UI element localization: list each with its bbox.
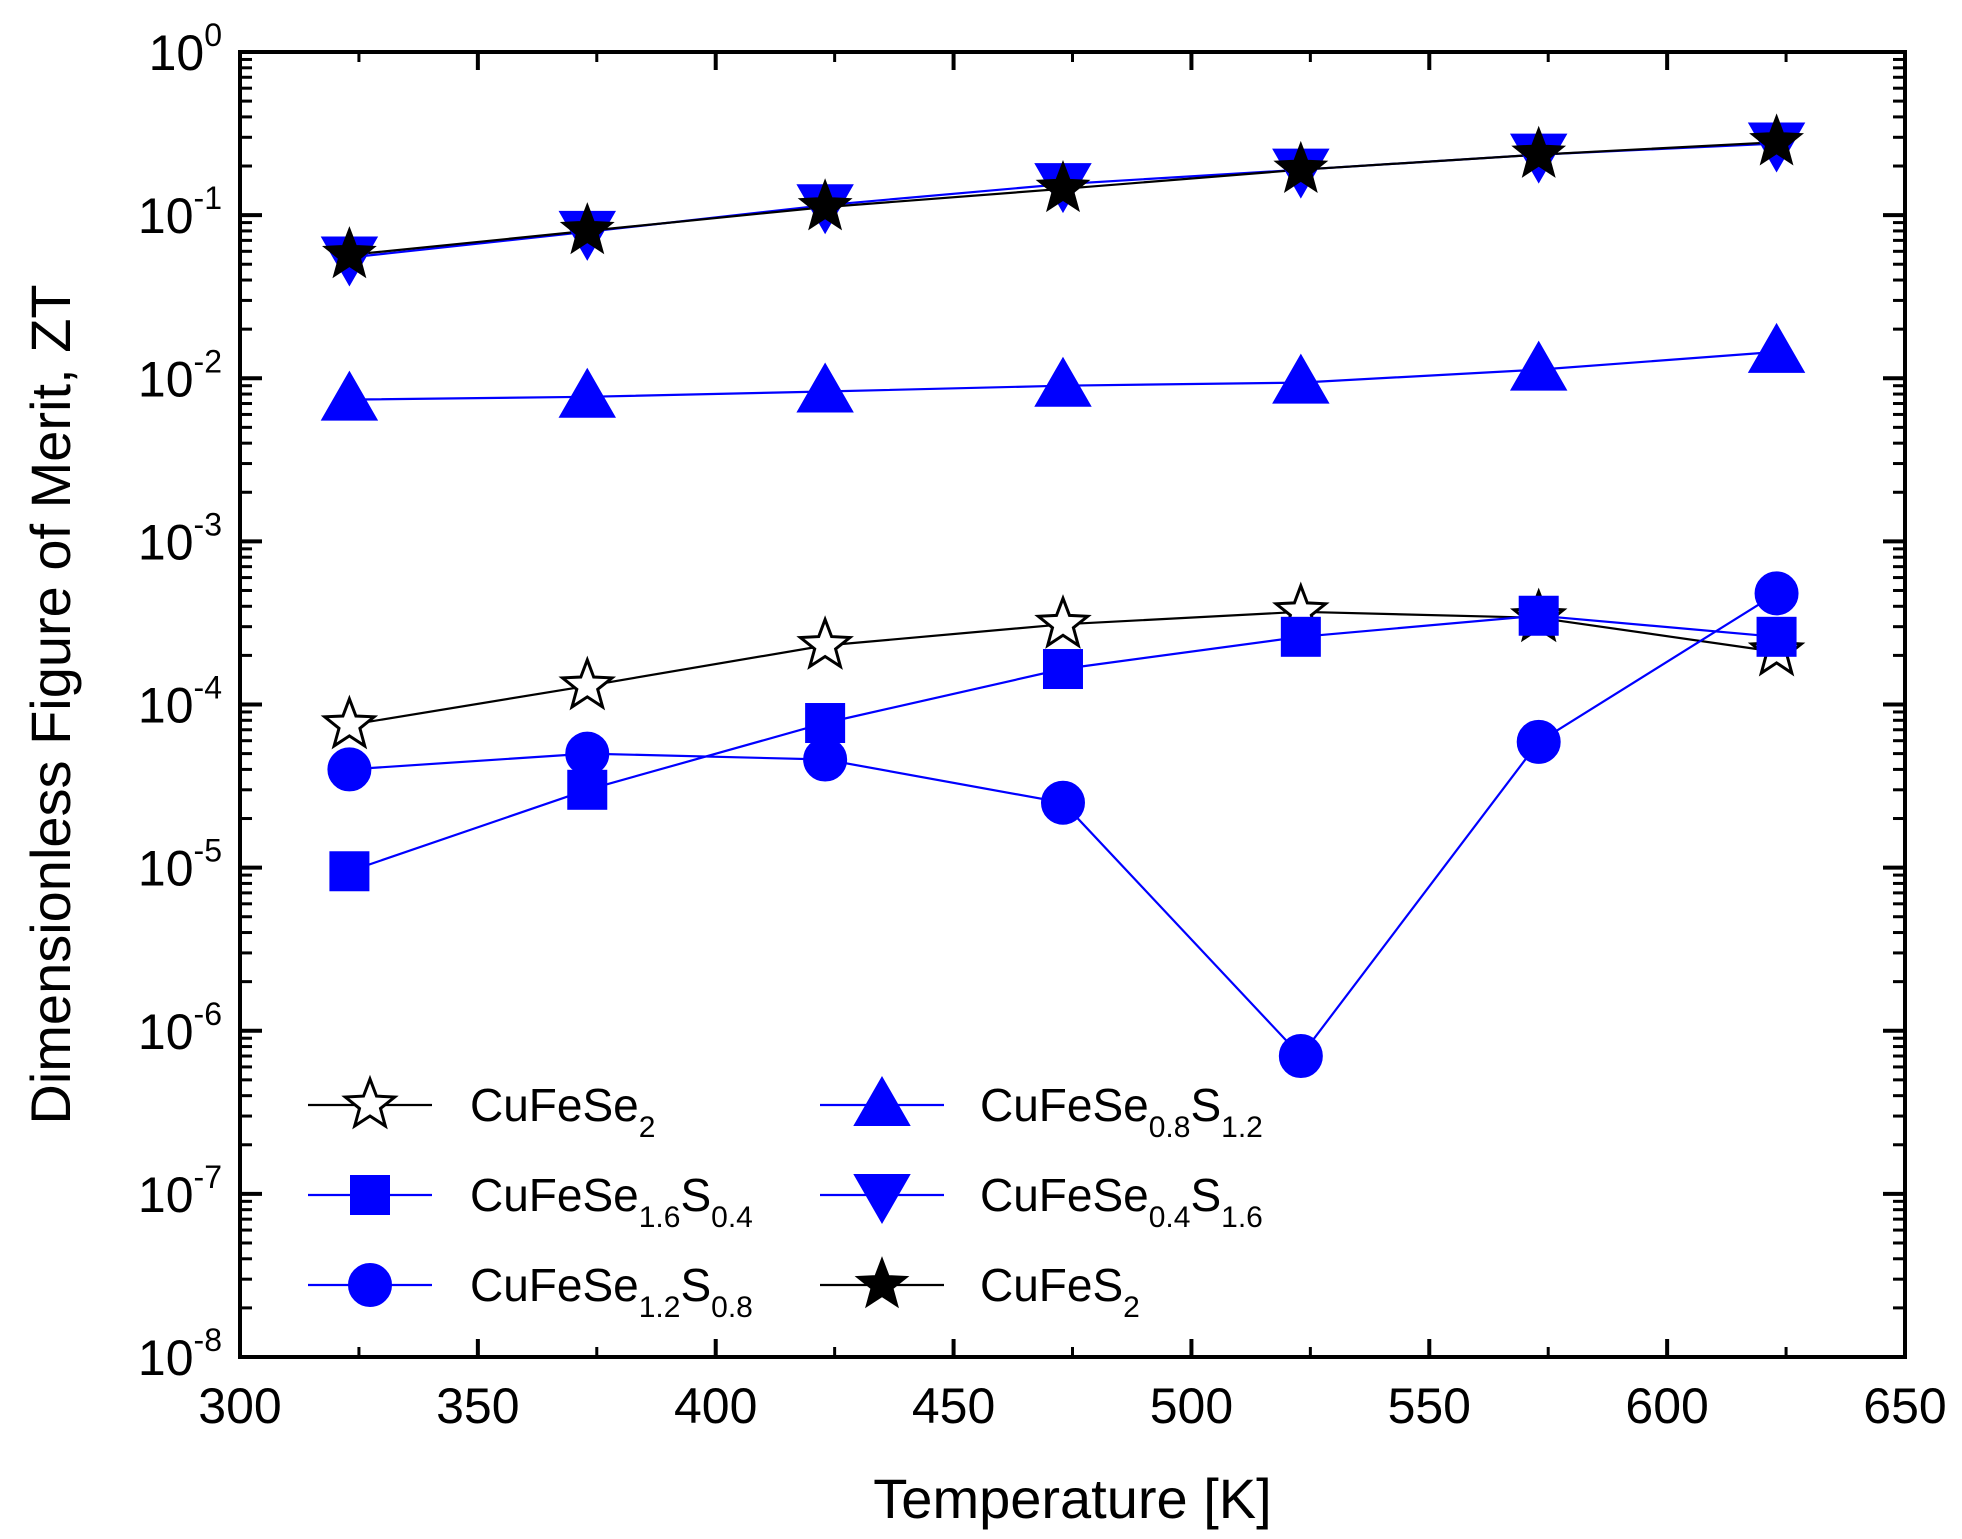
y-tick-label: 10-8 (138, 1322, 222, 1386)
x-axis-title: Temperature [K] (873, 1467, 1271, 1530)
x-tick-label: 350 (436, 1378, 519, 1434)
star-filled-marker (797, 178, 853, 231)
square-marker (567, 769, 608, 810)
circle-marker (1754, 571, 1799, 616)
star-open-marker (796, 615, 854, 670)
legend-item-CuFeS2: CuFeS2 (820, 1256, 1140, 1324)
legend-item-CuFeSe0.8S1.2: CuFeSe0.8S1.2 (820, 1075, 1263, 1144)
legend-label: CuFeSe1.6S0.4 (470, 1169, 753, 1234)
legend-label: CuFeS2 (980, 1259, 1140, 1324)
y-tick-label: 10-1 (138, 180, 222, 244)
star-open-marker (320, 694, 379, 750)
y-tick-label: 10-3 (138, 506, 222, 570)
triangle-up-marker (1034, 356, 1092, 407)
star-filled-marker (322, 226, 377, 279)
legend-label: CuFeSe0.4S1.6 (980, 1169, 1263, 1234)
square-marker (1042, 649, 1083, 690)
legend-label: CuFeSe2 (470, 1079, 655, 1144)
circle-marker (803, 737, 848, 782)
x-tick-label: 600 (1625, 1378, 1708, 1434)
circle-marker (327, 747, 372, 792)
star-filled-marker (854, 1256, 910, 1309)
square-marker (329, 851, 370, 892)
square-marker (805, 703, 846, 744)
star-open-marker (558, 655, 617, 711)
star-filled-marker (1749, 113, 1804, 166)
star-filled-marker (559, 202, 615, 255)
legend-item-CuFeSe1.6S0.4: CuFeSe1.6S0.4 (308, 1169, 753, 1234)
triangle-up-marker (1272, 353, 1330, 404)
star-filled-marker (1511, 125, 1567, 178)
legend-item-CuFeSe0.4S1.6: CuFeSe0.4S1.6 (820, 1169, 1263, 1234)
series-markers (320, 113, 1806, 1079)
square-marker (1518, 595, 1559, 636)
circle-marker (1516, 719, 1561, 764)
y-axis-title: Dimensionless Figure of Merit, ZT (19, 284, 82, 1124)
circle-marker (1278, 1034, 1323, 1079)
legend-label: CuFeSe1.2S0.8 (470, 1259, 753, 1324)
legend-label: CuFeSe0.8S1.2 (980, 1079, 1263, 1144)
triangle-up-marker (1747, 322, 1806, 373)
x-tick-label: 400 (674, 1378, 757, 1434)
y-tick-label: 10-6 (138, 996, 222, 1060)
x-tick-label: 450 (912, 1378, 995, 1434)
axes: 300 350 400 450 500 550 600 650 100 10-1 10-2 10-3 1… (138, 17, 1947, 1434)
triangle-up-marker (320, 370, 379, 421)
y-tick-label: 10-4 (138, 670, 222, 734)
y-tick-label: 10-5 (138, 833, 222, 897)
circle-marker (565, 731, 610, 776)
legend-item-CuFeSe2: CuFeSe2 (308, 1074, 655, 1144)
legend-item-CuFeSe1.2S0.8: CuFeSe1.2S0.8 (308, 1259, 753, 1324)
x-tick-label: 500 (1150, 1378, 1233, 1434)
y-tick-label: 10-7 (138, 1159, 222, 1223)
circle-marker (348, 1263, 392, 1307)
star-filled-marker (1273, 140, 1329, 193)
square-marker (1756, 616, 1797, 657)
triangle-up-marker (558, 367, 616, 418)
legend: CuFeSe2 CuFeSe1.6S0.4 CuFeSe1.2S0.8 CuFeSe0… (308, 1074, 1263, 1324)
x-tick-label: 650 (1863, 1378, 1946, 1434)
y-tick-label: 10-2 (138, 343, 222, 407)
star-filled-marker (1035, 159, 1091, 213)
triangle-up-marker (853, 1075, 911, 1126)
x-tick-label: 550 (1388, 1378, 1471, 1434)
circle-marker (1040, 780, 1085, 825)
triangle-up-marker (1509, 340, 1568, 391)
square-marker (1280, 616, 1321, 657)
plot-frame (238, 50, 1907, 1359)
x-tick-label: 300 (198, 1378, 281, 1434)
triangle-down-marker (853, 1174, 911, 1225)
triangle-up-marker (796, 362, 854, 413)
star-open-marker (341, 1074, 399, 1130)
square-marker (350, 1175, 390, 1215)
y-tick-label: 100 (149, 17, 222, 81)
star-open-marker (1034, 594, 1092, 649)
